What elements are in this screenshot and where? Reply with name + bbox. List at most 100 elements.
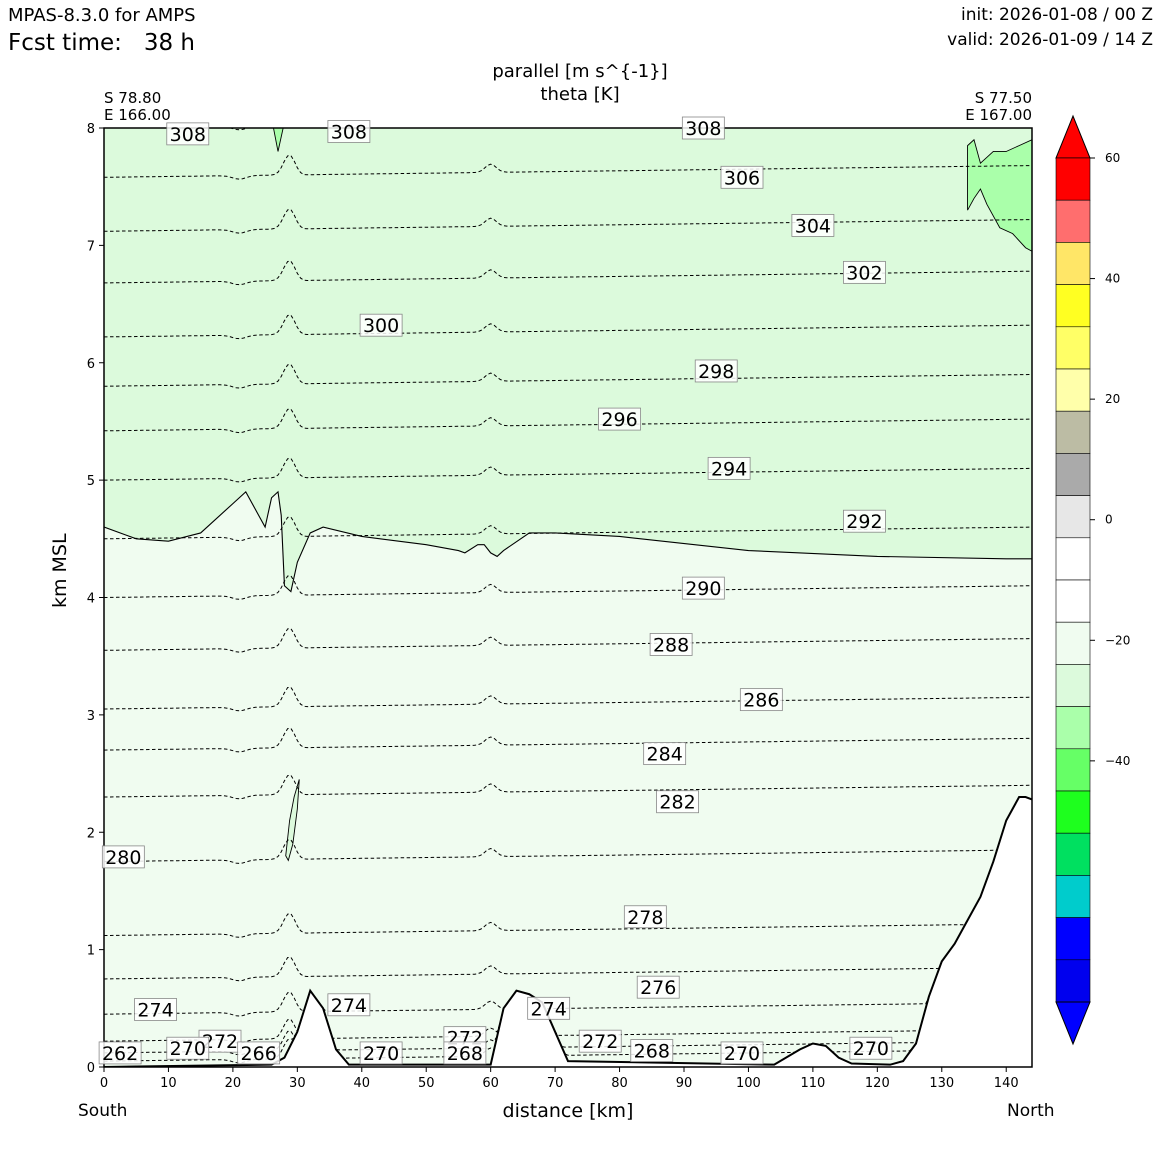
- x-tick-label: 90: [676, 1076, 693, 1091]
- theta-label-box: [843, 260, 886, 284]
- colorbar-tick-label: −40: [1105, 754, 1130, 768]
- theta-label: 308: [331, 122, 367, 144]
- theta-label: 294: [711, 458, 747, 480]
- theta-label: 272: [582, 1031, 618, 1053]
- forecast-time: Fcst time: 38 h: [8, 30, 195, 56]
- theta-label-box: [359, 313, 403, 337]
- theta-label-box: [656, 790, 699, 814]
- colorbar-segment: [1055, 453, 1091, 496]
- colorbar-tick-label: −20: [1105, 633, 1130, 647]
- theta-label-box: [791, 214, 835, 237]
- y-tick-label: 3: [87, 709, 95, 724]
- theta-label-box: [636, 975, 680, 999]
- colorbar-tick-label: 0: [1105, 513, 1113, 527]
- theta-label: 280: [105, 847, 141, 869]
- theta-label-box: [101, 845, 145, 869]
- theta-contour-306: [104, 155, 1032, 180]
- theta-label-box: [166, 122, 210, 146]
- colorbar-segment: [1055, 790, 1091, 834]
- theta-label: 282: [659, 792, 695, 814]
- wind-sliver-top: [273, 128, 284, 152]
- theta-label: 300: [363, 315, 399, 337]
- theta-label: 286: [743, 690, 779, 712]
- theta-label-box: [630, 1039, 674, 1062]
- theta-label: 298: [698, 361, 734, 383]
- colorbar-tick-label: 40: [1105, 272, 1120, 286]
- theta-label-box: [359, 1041, 403, 1065]
- theta-label-box: [707, 456, 751, 480]
- right-endpoint-lon: E 167.00: [965, 106, 1032, 124]
- theta-label: 262: [102, 1043, 138, 1065]
- y-tick-label: 5: [87, 474, 95, 489]
- theta-label: 296: [601, 409, 637, 431]
- north-label: North: [1007, 1101, 1055, 1121]
- theta-contour-308: [104, 128, 250, 131]
- x-tick-label: 40: [354, 1076, 371, 1091]
- theta-label-box: [598, 407, 641, 431]
- theta-label: 278: [627, 907, 663, 929]
- left-endpoint-lon: E 166.00: [104, 106, 171, 124]
- theta-label: 268: [447, 1043, 483, 1065]
- theta-contour-294: [104, 457, 1032, 483]
- theta-contour-286: [104, 686, 1032, 712]
- theta-label: 266: [241, 1043, 277, 1065]
- colorbar-segment: [1055, 495, 1091, 539]
- theta-label: 304: [795, 215, 831, 237]
- theta-label-box: [327, 120, 371, 143]
- right-endpoint-lat: S 77.50: [974, 89, 1032, 107]
- x-tick-label: 60: [482, 1076, 499, 1091]
- theta-contour-298: [104, 363, 1032, 389]
- x-tick-label: 30: [289, 1076, 306, 1091]
- theta-label-box: [843, 509, 886, 533]
- theta-label-box: [649, 633, 693, 656]
- colorbar-segment: [1055, 537, 1091, 581]
- theta-label-box: [849, 1036, 893, 1060]
- theta-label: 284: [647, 744, 683, 766]
- y-tick-label: 6: [87, 357, 95, 372]
- x-tick-label: 110: [800, 1076, 825, 1091]
- theta-label-box: [134, 998, 177, 1021]
- theta-label-box: [237, 1041, 281, 1065]
- theta-label: 270: [724, 1043, 760, 1065]
- theta-label-box: [681, 576, 725, 600]
- theta-label: 272: [202, 1031, 238, 1053]
- x-tick-label: 140: [994, 1076, 1019, 1091]
- model-name: MPAS-8.3.0 for AMPS: [8, 5, 196, 26]
- theta-label: 276: [640, 977, 676, 999]
- theta-contour-296: [104, 408, 1032, 434]
- theta-label-box: [166, 1036, 210, 1060]
- theta-label: 274: [531, 998, 567, 1020]
- colorbar-segment: [1055, 242, 1091, 285]
- colorbar-bottom-arrow: [1055, 1001, 1091, 1046]
- theta-label: 270: [170, 1038, 206, 1060]
- colorbar-segment: [1055, 706, 1091, 750]
- wind-patch-northeast: [967, 138, 1032, 252]
- theta-contour-268: [104, 796, 1032, 1064]
- theta-contour-288: [104, 628, 1032, 653]
- theta-contour-276: [104, 796, 1032, 982]
- colorbar-segment: [1055, 621, 1091, 665]
- x-tick-label: 120: [865, 1076, 890, 1091]
- x-tick-label: 70: [547, 1076, 564, 1091]
- y-tick-label: 8: [87, 122, 95, 137]
- theta-label: 306: [724, 167, 760, 189]
- y-tick-label: 7: [87, 239, 95, 254]
- theta-contour-284: [104, 727, 1032, 753]
- x-tick-label: 50: [418, 1076, 435, 1091]
- colorbar-segment: [1055, 326, 1091, 370]
- theta-contour-282: [104, 774, 1032, 800]
- colorbar-segment: [1055, 832, 1091, 876]
- theta-label: 288: [653, 634, 689, 656]
- chart-title-line1: parallel [m s^{-1}]: [492, 61, 668, 82]
- theta-label-box: [643, 742, 687, 766]
- colorbar-segment: [1055, 410, 1091, 454]
- colorbar-segment: [1055, 664, 1091, 707]
- theta-label-box: [327, 993, 371, 1017]
- south-label: South: [78, 1101, 128, 1121]
- colorbar-segment: [1055, 875, 1091, 918]
- colorbar-top-arrow: [1055, 114, 1091, 159]
- x-tick-label: 10: [160, 1076, 177, 1091]
- upper-shade-region: [104, 128, 1032, 592]
- theta-label: 268: [634, 1041, 670, 1063]
